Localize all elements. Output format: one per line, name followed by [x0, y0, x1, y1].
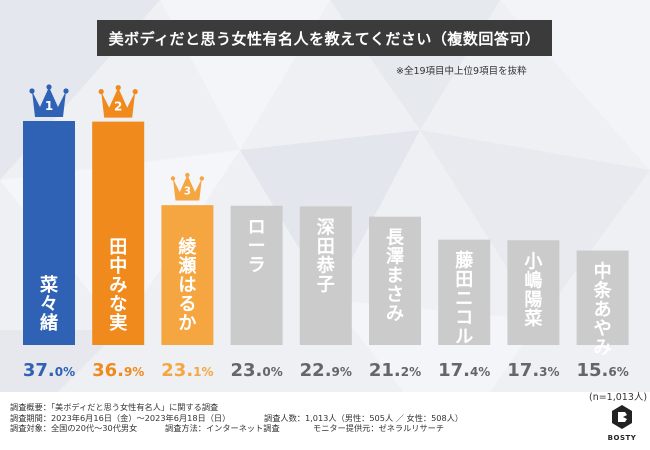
category-label: 田中みな実: [109, 237, 127, 334]
value-label: 17.3%: [507, 360, 559, 381]
bar: [92, 121, 145, 345]
crown-jewel: [63, 88, 69, 94]
category-label: 藤田ニコル: [455, 250, 474, 348]
value-label: 21.2%: [369, 360, 421, 381]
crown-icon: [172, 175, 202, 201]
selection-note: ※全19項目中上位9項目を抜粋: [396, 66, 527, 77]
rank-label: 2: [114, 100, 122, 114]
bosty-logo: BOSTY: [604, 404, 640, 448]
bar: [23, 121, 75, 345]
category-label: 小嶋陽菜: [523, 251, 542, 329]
survey-provider: モニター提供元：ゼネラルリサーチ: [313, 423, 445, 433]
crown-jewel: [170, 176, 176, 181]
category-label: ローラ: [248, 217, 266, 276]
sample-size-note: (n=1,013人): [589, 392, 648, 403]
crown-jewel: [46, 84, 52, 90]
crown-jewel: [29, 88, 35, 94]
category-label: 菜々緒: [39, 275, 58, 334]
survey-respondents: 調査人数：1,013人（男性：505人 ／ 女性：508人）: [264, 412, 464, 423]
bar: [230, 205, 283, 345]
value-label: 17.4%: [438, 360, 490, 381]
bosty-logo-text: BOSTY: [607, 434, 637, 442]
crown-jewel: [115, 85, 121, 91]
crown-jewel: [132, 89, 138, 95]
rank-label: 3: [184, 187, 191, 198]
bar: [299, 206, 352, 345]
crown-jewel: [185, 172, 190, 178]
bar: [507, 240, 560, 345]
crown-jewel: [98, 89, 104, 95]
bar: [438, 239, 491, 345]
survey-overview: 調査概要：「美ボディだと思う女性有名人」に関する調査 調査期間：2023年6月1…: [10, 402, 590, 448]
bar: [369, 216, 421, 345]
value-label: 22.9%: [300, 360, 352, 381]
category-label: 綾瀬はるか: [178, 236, 197, 334]
value-label: 36.9%: [92, 360, 144, 381]
crown-icon: [32, 87, 66, 117]
rank-label: 1: [45, 99, 53, 113]
survey-period: 調査期間：2023年6月16日（金）〜2023年6月18日（日）: [10, 412, 231, 423]
value-label: 15.6%: [576, 360, 628, 381]
value-label: 37.0%: [23, 360, 75, 381]
category-label: 長澤まさみ: [386, 228, 405, 325]
bar: [161, 205, 214, 345]
crown-icon: [101, 87, 136, 118]
value-label: 23.1%: [161, 360, 213, 381]
category-label: 中条あやみ: [593, 261, 613, 359]
survey-target: 調査対象：全国の20代〜30代男女: [10, 423, 138, 433]
value-label: 23.0%: [230, 360, 282, 381]
survey-method: 調査方法：インターネット調査: [165, 423, 280, 433]
survey-overview-line: 調査概要：「美ボディだと思う女性有名人」に関する調査: [10, 402, 219, 412]
chart-title: 美ボディだと思う女性有名人を教えてください（複数回答可）: [97, 20, 552, 56]
bar: [576, 250, 629, 345]
bosty-logo-icon: [612, 405, 632, 429]
category-label: 深田恭子: [316, 216, 336, 295]
crown-jewel: [199, 176, 205, 181]
